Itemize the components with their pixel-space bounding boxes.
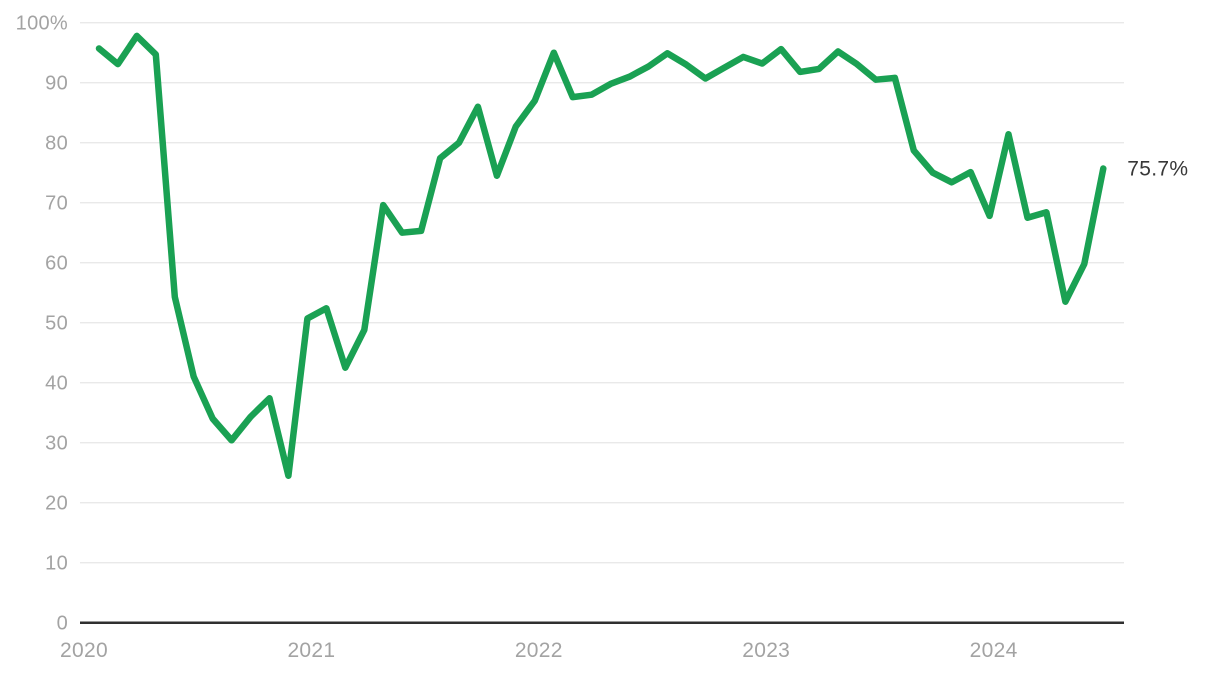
y-tick-label: 0 — [57, 613, 68, 635]
y-tick-label: 80 — [45, 133, 68, 155]
x-tick-label: 2022 — [515, 639, 563, 662]
y-tick-label: 90 — [45, 73, 68, 95]
y-tick-label: 30 — [45, 433, 68, 455]
y-tick-label: 40 — [45, 373, 68, 395]
x-tick-label: 2024 — [970, 639, 1018, 662]
x-tick-label: 2023 — [742, 639, 790, 662]
y-tick-label: 60 — [45, 253, 68, 275]
x-tick-label: 2021 — [287, 639, 335, 662]
y-tick-label: 100% — [16, 13, 68, 35]
x-tick-label: 2020 — [60, 639, 108, 662]
data-line — [95, 32, 1107, 479]
y-tick-label: 10 — [45, 553, 68, 575]
y-tick-label: 50 — [45, 313, 68, 335]
end-value-label: 75.7% — [1127, 158, 1188, 181]
y-tick-label: 20 — [45, 493, 68, 515]
y-tick-label: 70 — [45, 193, 68, 215]
